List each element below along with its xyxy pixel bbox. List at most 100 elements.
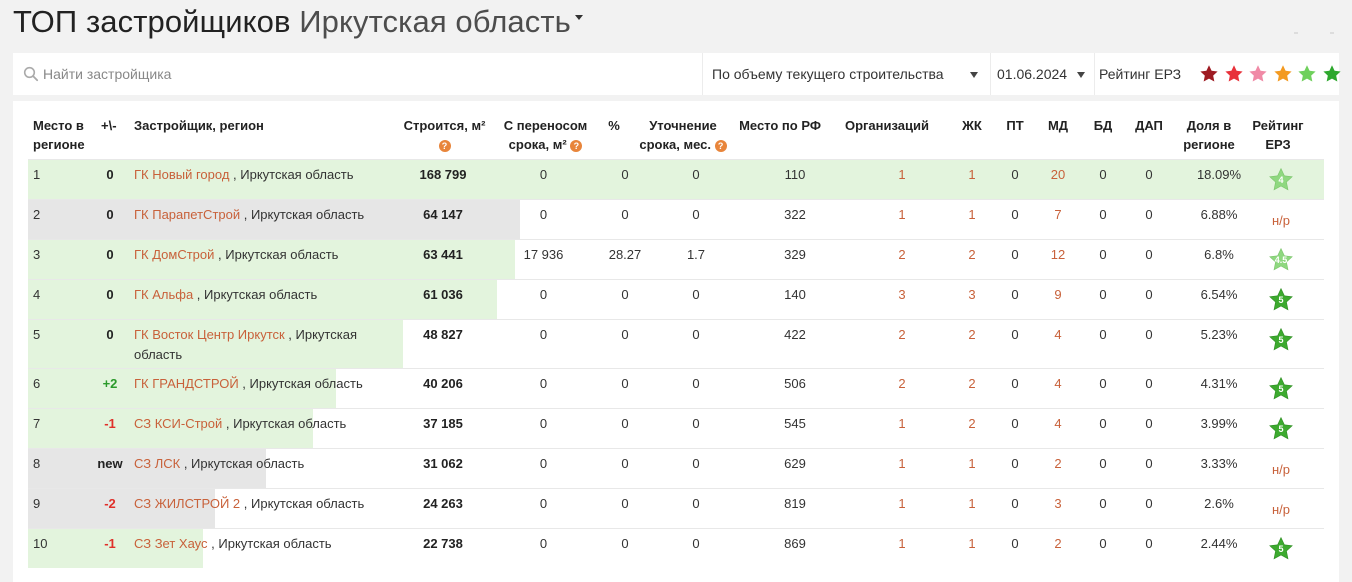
table-row[interactable]: 8 new СЗ ЛСК , Иркутская область 31 062 0 0 0 6… [28, 448, 1324, 488]
table-row[interactable]: 1 0 ГК Новый город , Иркутская область 168 … [28, 159, 1324, 199]
orgs-cell[interactable]: 1 [898, 416, 906, 431]
table-row[interactable]: 4 0 ГК Альфа , Иркутская область 61 036 0 0 0 1… [28, 279, 1324, 319]
developer-link[interactable]: ГК ПарапетСтрой [134, 207, 241, 222]
developer-link[interactable]: ГК Альфа [134, 287, 194, 302]
zhk-cell[interactable]: 2 [968, 247, 976, 262]
developer-link[interactable]: СЗ ЛСК [134, 456, 181, 471]
developer-cell: ГК Новый город , Иркутская область [134, 165, 394, 185]
percent-cell: 0 [621, 207, 629, 222]
zhk-cell[interactable]: 1 [968, 167, 976, 182]
col-share[interactable]: Доля в регионе [1183, 118, 1235, 152]
col-delta[interactable]: +\- [101, 118, 117, 133]
zhk-cell[interactable]: 3 [968, 287, 976, 302]
search-input[interactable] [43, 62, 683, 86]
rating-star-icon[interactable]: 5 [1268, 536, 1294, 562]
orgs-cell[interactable]: 1 [898, 496, 906, 511]
md-cell[interactable]: 9 [1054, 287, 1062, 302]
clarify-cell: 0 [692, 456, 700, 471]
bd-cell: 0 [1099, 327, 1107, 342]
volume-bar [28, 489, 215, 528]
zhk-cell[interactable]: 1 [968, 496, 976, 511]
developer-link[interactable]: ГК Восток Центр Иркутск [134, 327, 285, 342]
col-building[interactable]: Строится, м² ? [397, 116, 492, 154]
col-md[interactable]: МД [1047, 118, 1069, 133]
bd-cell: 0 [1099, 416, 1107, 431]
md-cell[interactable]: 20 [1050, 167, 1066, 182]
sort-select[interactable]: По объему текущего строительства [703, 53, 991, 95]
rating-star-icon[interactable]: 4.5 [1268, 247, 1294, 273]
md-cell[interactable]: 4 [1054, 376, 1062, 391]
zhk-cell[interactable]: 1 [968, 456, 976, 471]
col-rating[interactable]: Рейтинг ЕРЗ [1252, 118, 1304, 152]
col-zhk[interactable]: ЖК [962, 118, 982, 133]
rf-place-cell: 322 [784, 207, 806, 222]
date-select[interactable]: 01.06.2024 [991, 53, 1095, 95]
rating-star-icon[interactable]: 5 [1268, 376, 1294, 402]
zhk-cell[interactable]: 2 [968, 416, 976, 431]
col-bd[interactable]: БД [1093, 118, 1113, 133]
table-row[interactable]: 2 0 ГК ПарапетСтрой , Иркутская область 64 … [28, 199, 1324, 239]
percent-cell: 0 [621, 287, 629, 302]
col-developer[interactable]: Застройщик, регион [134, 118, 264, 133]
md-cell[interactable]: 2 [1054, 456, 1062, 471]
table-row[interactable]: 3 0 ГК ДомСтрой , Иркутская область 63 441 1… [28, 239, 1324, 279]
help-icon[interactable]: ? [438, 139, 451, 152]
developer-link[interactable]: ГК ГРАНДСТРОЙ [134, 376, 239, 391]
col-percent[interactable]: % [608, 118, 620, 133]
developer-link[interactable]: ГК ДомСтрой [134, 247, 215, 262]
md-cell[interactable]: 3 [1054, 496, 1062, 511]
volume-bar [28, 449, 266, 488]
developer-link[interactable]: СЗ КСИ-Строй [134, 416, 223, 431]
md-cell[interactable]: 4 [1054, 416, 1062, 431]
table-row[interactable]: 7 -1 СЗ КСИ-Строй , Иркутская область 37 18… [28, 408, 1324, 448]
pt-cell: 0 [1011, 496, 1019, 511]
orgs-cell[interactable]: 3 [898, 287, 906, 302]
region-selector[interactable]: Иркутская область [299, 4, 583, 39]
md-cell[interactable]: 12 [1050, 247, 1066, 262]
md-cell[interactable]: 7 [1054, 207, 1062, 222]
rating-star-icon[interactable]: 4 [1268, 167, 1294, 193]
volume-bar [28, 529, 203, 568]
delta-cell: +2 [102, 376, 118, 391]
rating-star-icon[interactable]: 5 [1268, 327, 1294, 353]
zhk-cell[interactable]: 1 [968, 536, 976, 551]
orgs-cell[interactable]: 1 [898, 536, 906, 551]
table-row[interactable]: 6 +2 ГК ГРАНДСТРОЙ , Иркутская область 40 2… [28, 368, 1324, 408]
orgs-cell[interactable]: 2 [898, 247, 906, 262]
developer-link[interactable]: СЗ Зет Хаус [134, 536, 208, 551]
md-cell[interactable]: 2 [1054, 536, 1062, 551]
col-pt[interactable]: ПТ [1006, 118, 1024, 133]
rating-star-icon[interactable]: 5 [1268, 287, 1294, 313]
zhk-cell[interactable]: 2 [968, 376, 976, 391]
developer-link[interactable]: СЗ ЖИЛСТРОЙ 2 [134, 496, 241, 511]
bd-cell: 0 [1099, 456, 1107, 471]
developer-link[interactable]: ГК Новый город [134, 167, 230, 182]
orgs-cell[interactable]: 1 [898, 456, 906, 471]
col-postponed[interactable]: С переносом срока, м² ? [498, 116, 593, 154]
share-cell: 6.8% [1204, 247, 1234, 262]
col-clarify[interactable]: Уточнение срока, мес. ? [637, 116, 729, 154]
col-dap[interactable]: ДАП [1135, 118, 1163, 133]
pt-cell: 0 [1011, 536, 1019, 551]
share-cell: 5.23% [1200, 327, 1238, 342]
table-row[interactable]: 9 -2 СЗ ЖИЛСТРОЙ 2 , Иркутская область 24 2… [28, 488, 1324, 528]
developer-cell: СЗ Зет Хаус , Иркутская область [134, 534, 394, 554]
help-icon[interactable]: ? [570, 139, 583, 152]
orgs-cell[interactable]: 2 [898, 327, 906, 342]
share-cell: 3.33% [1200, 456, 1238, 471]
orgs-cell[interactable]: 1 [898, 207, 906, 222]
rating-star-icon[interactable]: 5 [1268, 416, 1294, 442]
table-row[interactable]: 5 0 ГК Восток Центр Иркутск , Иркутская об… [28, 319, 1324, 368]
percent-cell: 0 [621, 496, 629, 511]
help-icon[interactable]: ? [714, 139, 727, 152]
zhk-cell[interactable]: 1 [968, 207, 976, 222]
col-rf-place[interactable]: Место по РФ [739, 118, 821, 133]
table-row[interactable]: 10 -1 СЗ Зет Хаус , Иркутская область 22 73… [28, 528, 1324, 568]
col-orgs[interactable]: Организаций [844, 118, 930, 133]
orgs-cell[interactable]: 2 [898, 376, 906, 391]
zhk-cell[interactable]: 2 [968, 327, 976, 342]
col-place[interactable]: Место в регионе [33, 118, 85, 152]
delta-cell: -2 [104, 496, 116, 511]
orgs-cell[interactable]: 1 [898, 167, 906, 182]
md-cell[interactable]: 4 [1054, 327, 1062, 342]
